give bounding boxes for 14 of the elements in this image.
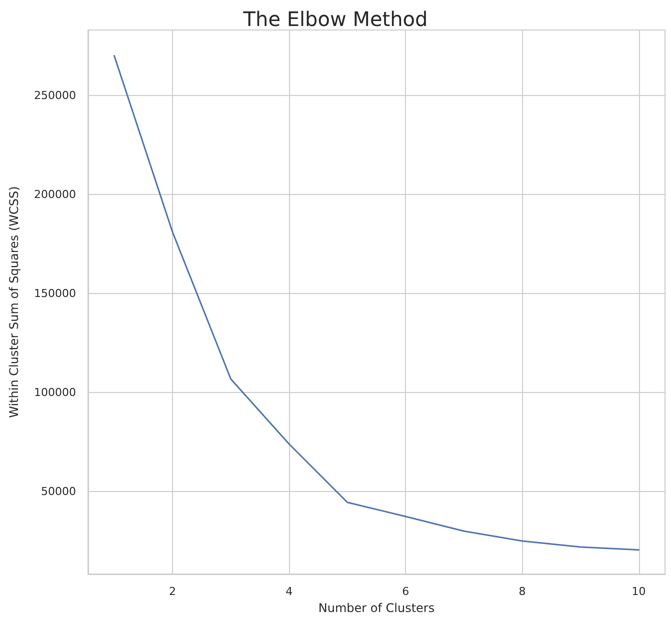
y-tick-label: 50000	[41, 485, 76, 498]
y-tick-label: 100000	[34, 386, 76, 399]
line-series	[113, 55, 640, 551]
y-tick-label: 200000	[34, 188, 76, 201]
x-tick-label: 6	[402, 585, 410, 598]
y-tick-label: 250000	[34, 88, 76, 102]
y-axis-title: Within Cluster Sum of Squares (WCSS)	[7, 186, 21, 418]
x-tick-label: 10	[632, 585, 646, 598]
x-tick-label: 8	[518, 585, 526, 598]
x-tick-label: 4	[286, 585, 293, 598]
x-tick-label: 2	[169, 585, 176, 598]
chart-title: The Elbow Method	[242, 7, 428, 31]
x-axis-title: Number of Clusters	[318, 601, 435, 615]
y-tick-label: 150000	[34, 286, 76, 300]
